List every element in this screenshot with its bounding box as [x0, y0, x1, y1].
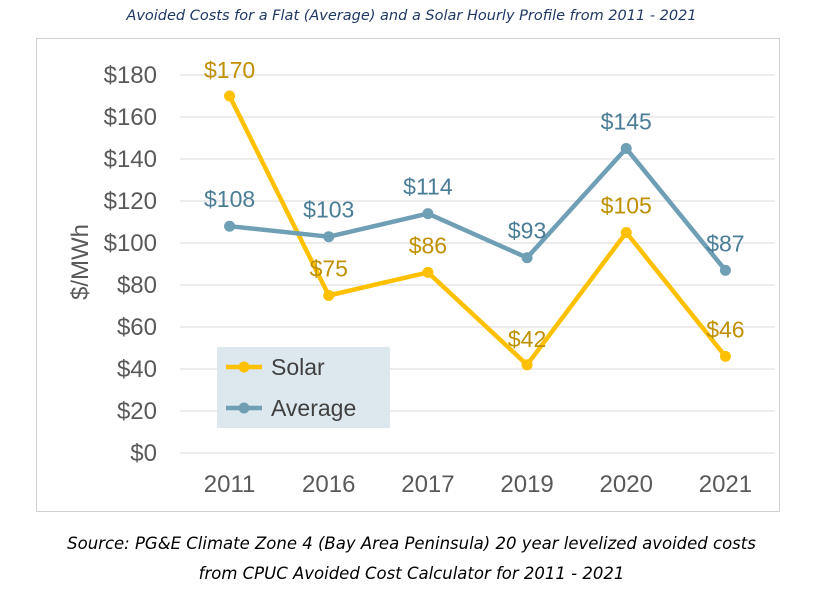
data-point [719, 264, 731, 276]
data-label: $108 [204, 186, 255, 212]
chart-title: Avoided Costs for a Flat (Average) and a… [126, 8, 697, 24]
y-tick-label: $0 [130, 440, 157, 467]
y-axis-ticks: $0 $20 $40 $60 $80 $100 $120 $140 $160 $180 [104, 62, 157, 467]
y-tick-label: $160 [104, 104, 157, 131]
data-label: $114 [403, 174, 453, 200]
data-label: $170 [204, 57, 255, 83]
legend-swatch-marker [238, 402, 250, 414]
source-note-line-2: from CPUC Avoided Cost Calculator for 20… [198, 564, 625, 583]
y-tick-label: $40 [117, 356, 157, 383]
data-point [620, 143, 632, 154]
series-line-solar [227, 94, 728, 368]
chart-frame [36, 38, 780, 512]
series-group: $170 $75 $86 $42 $105 $46 $108 $103 $114 $93 $145 $… [204, 57, 745, 371]
legend-label: Solar [271, 354, 325, 380]
data-point [620, 227, 632, 238]
data-point [719, 350, 731, 362]
data-point [422, 266, 434, 278]
legend-swatch-marker [238, 361, 250, 373]
y-tick-label: $140 [104, 146, 157, 173]
x-tick-label: 2020 [600, 471, 653, 498]
legend-box [217, 347, 390, 428]
data-label: $42 [508, 326, 546, 352]
legend-label: Average [271, 395, 356, 421]
y-axis-label: $/MWh [67, 224, 94, 300]
x-tick-label: 2021 [699, 471, 752, 498]
x-tick-label: 2011 [204, 471, 256, 498]
data-label: $75 [310, 256, 348, 282]
y-tick-label: $80 [117, 272, 157, 299]
gridlines [180, 74, 775, 454]
series-line-average [229, 146, 728, 272]
data-label: $145 [601, 109, 652, 135]
data-point [521, 252, 533, 264]
data-label: $86 [409, 232, 447, 258]
data-label: $93 [508, 218, 546, 244]
data-point [422, 208, 434, 220]
data-point [323, 290, 335, 301]
data-point [224, 90, 236, 102]
y-tick-label: $100 [104, 230, 157, 257]
y-tick-label: $20 [117, 398, 157, 425]
data-label: $46 [706, 316, 744, 342]
legend: Solar Average [217, 347, 390, 428]
data-point [323, 231, 335, 243]
x-tick-label: 2016 [302, 471, 355, 498]
x-tick-label: 2017 [401, 471, 454, 498]
data-label: $105 [601, 193, 652, 219]
x-tick-label: 2019 [500, 471, 553, 498]
source-note-line-1: Source: PG&E Climate Zone 4 (Bay Area Pe… [67, 534, 756, 553]
x-axis-ticks: 2011 2016 2017 2019 2020 2021 [204, 471, 752, 498]
data-point [224, 220, 236, 232]
data-label: $87 [706, 230, 744, 256]
data-point [521, 359, 533, 371]
data-label: $103 [303, 197, 354, 223]
y-tick-label: $60 [117, 314, 157, 341]
y-tick-label: $120 [104, 188, 157, 215]
y-tick-label: $180 [104, 62, 157, 89]
